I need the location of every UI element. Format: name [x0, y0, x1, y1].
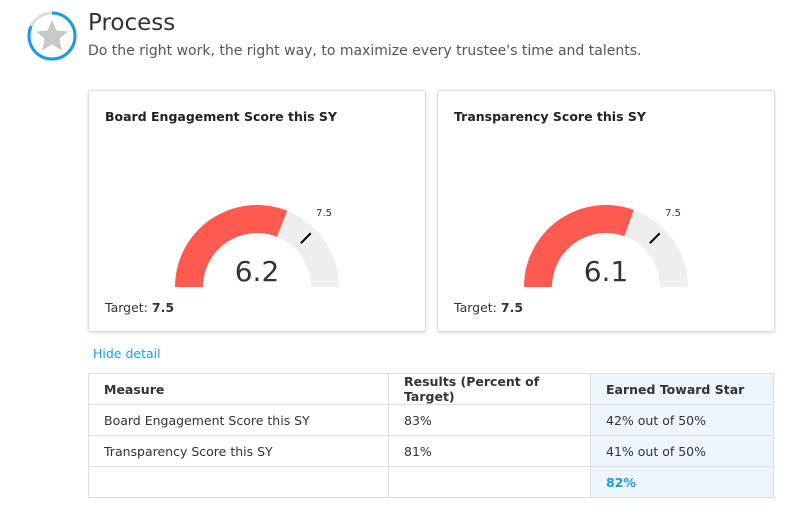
- gauge: 7.56.2010: [175, 205, 339, 288]
- hide-detail-link[interactable]: Hide detail: [93, 346, 161, 361]
- gauge-card-transparency: Transparency Score this SY 7.56.1010 Tar…: [437, 90, 775, 332]
- table-row: Transparency Score this SY 81% 41% out o…: [88, 435, 774, 467]
- empty-cell: [388, 466, 591, 498]
- earned-cell: 42% out of 50%: [590, 404, 774, 436]
- column-header: Measure: [88, 373, 389, 405]
- target-marker: [649, 232, 661, 244]
- page-subtitle: Do the right work, the right way, to max…: [88, 43, 642, 59]
- result-cell: 81%: [388, 435, 591, 467]
- target-tick-label: 7.5: [316, 208, 332, 219]
- column-header: Earned Toward Star: [590, 373, 774, 405]
- progress-ring: [27, 11, 77, 61]
- star-icon: [36, 20, 68, 51]
- gauge-value: 6.2: [235, 255, 280, 288]
- gauge-title: Transparency Score this SY: [454, 109, 646, 124]
- gauge-value-arc: [524, 205, 634, 287]
- result-cell: 83%: [388, 404, 591, 436]
- page-title: Process: [88, 10, 176, 36]
- total-cell: 82%: [590, 466, 774, 498]
- table-header-row: Measure Results (Percent of Target) Earn…: [88, 373, 774, 405]
- gauge: 7.56.1010: [524, 205, 688, 288]
- table-row: Board Engagement Score this SY 83% 42% o…: [88, 404, 774, 436]
- target-marker: [300, 232, 312, 244]
- earned-cell: 41% out of 50%: [590, 435, 774, 467]
- target-tick-label: 7.5: [665, 208, 681, 219]
- empty-cell: [88, 466, 389, 498]
- target-label: Target: 7.5: [105, 300, 175, 315]
- detail-table: Measure Results (Percent of Target) Earn…: [88, 373, 774, 498]
- column-header: Results (Percent of Target): [388, 373, 591, 405]
- gauge-value: 6.1: [584, 255, 629, 288]
- table-total-row: 82%: [88, 466, 774, 498]
- measure-cell: Transparency Score this SY: [88, 435, 389, 467]
- gauge-card-board-engagement: Board Engagement Score this SY 7.56.2010…: [88, 90, 426, 332]
- target-label: Target: 7.5: [454, 300, 524, 315]
- measure-cell: Board Engagement Score this SY: [88, 404, 389, 436]
- gauge-title: Board Engagement Score this SY: [105, 109, 337, 124]
- gauge-value-arc: [175, 205, 288, 287]
